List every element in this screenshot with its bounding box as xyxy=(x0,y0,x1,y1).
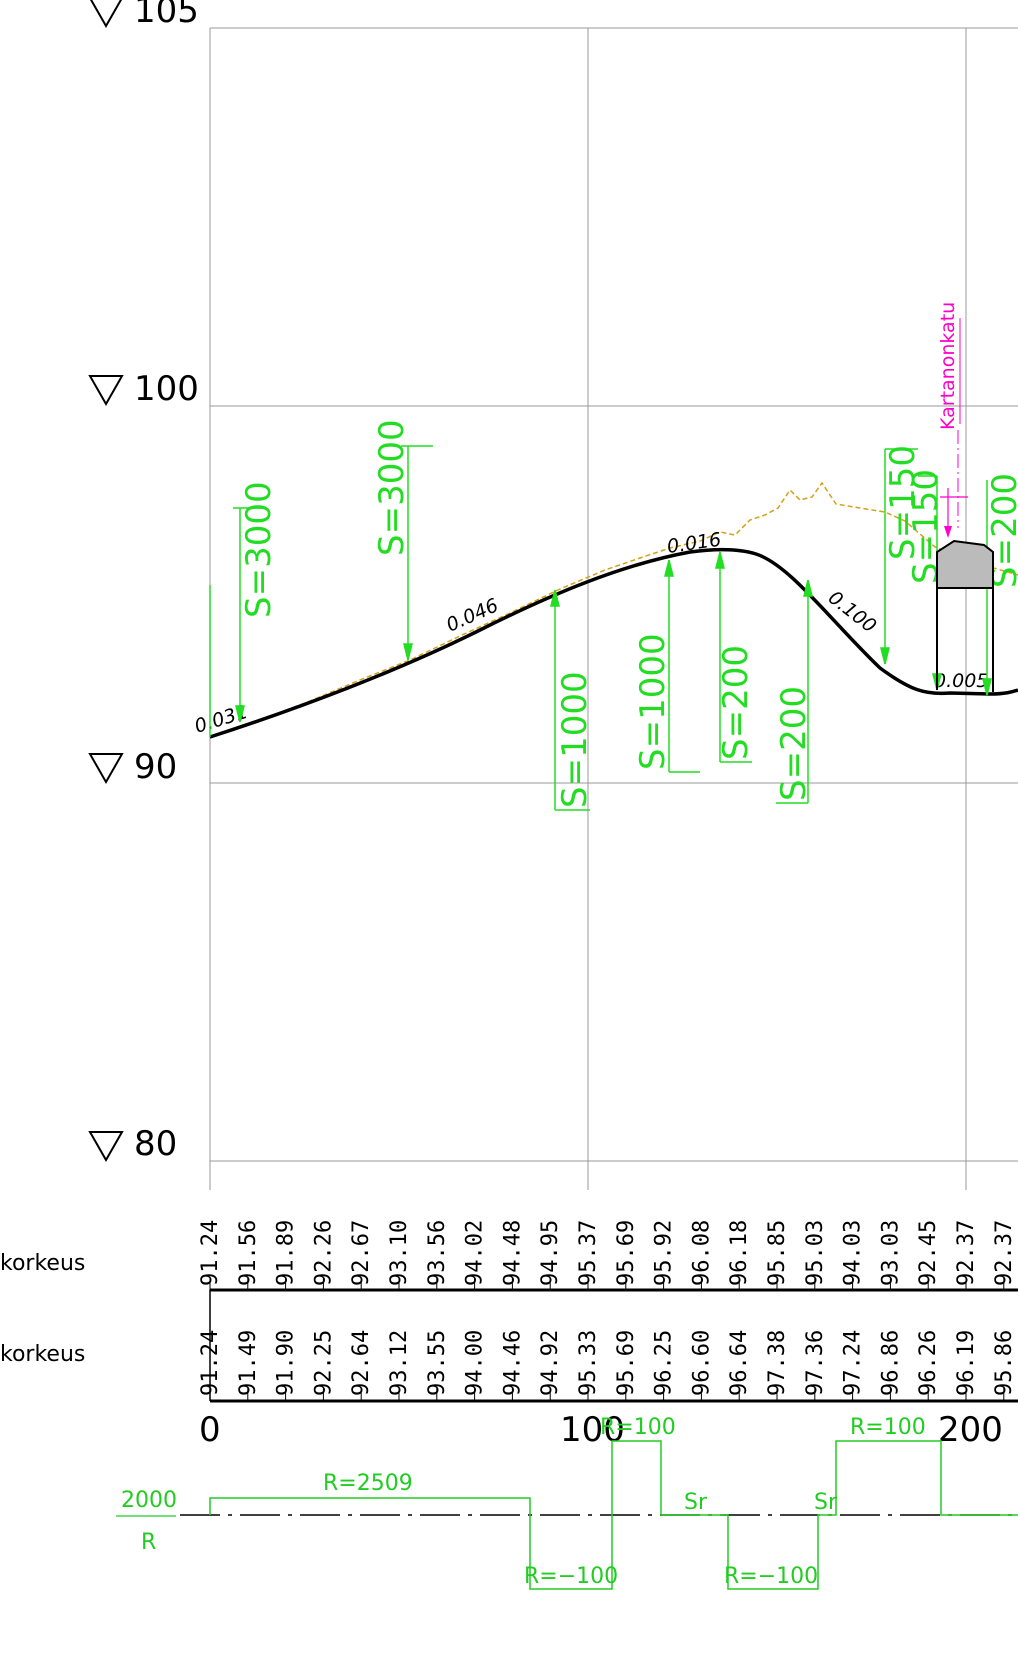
ground-height-value: 94.00 xyxy=(463,1330,488,1396)
curvature-label-2: R=−100 xyxy=(524,1564,618,1589)
design-height-value: 95.03 xyxy=(803,1220,828,1286)
design-height-value: 95.37 xyxy=(576,1220,601,1286)
design-height-value: 94.03 xyxy=(841,1220,866,1286)
ground-height-value: 91.49 xyxy=(236,1330,261,1396)
ground-height-value: 97.38 xyxy=(765,1330,790,1396)
design-height-value: 94.95 xyxy=(538,1220,563,1286)
ground-height-value: 95.86 xyxy=(992,1330,1017,1396)
arrow-up-icon xyxy=(715,551,725,569)
curvature-step-line xyxy=(209,1440,1018,1590)
curvature-label-3: R=100 xyxy=(600,1415,676,1440)
structure-top xyxy=(936,539,994,589)
design-height-value: 91.89 xyxy=(274,1220,299,1286)
design-height-value: 92.45 xyxy=(916,1220,941,1286)
arrow-down-icon xyxy=(982,678,992,696)
level-label-105: 105 xyxy=(134,0,199,31)
station-label-0: 0 xyxy=(199,1410,221,1450)
ground-height-value: 96.19 xyxy=(954,1330,979,1396)
curve-label-6: S=200 xyxy=(774,686,814,801)
ground-height-value: 92.64 xyxy=(349,1330,374,1396)
ground-height-value: 97.24 xyxy=(841,1330,866,1396)
structure xyxy=(936,539,994,692)
design-height-value: 94.48 xyxy=(500,1220,525,1286)
level-triangle-icon xyxy=(89,0,123,29)
curvature-diagram xyxy=(116,1440,1018,1590)
level-triangle-icon xyxy=(88,753,124,785)
design-profile-line xyxy=(209,547,1018,739)
arrow-up-icon xyxy=(803,579,813,597)
arrow-up-icon xyxy=(550,589,560,607)
ground-height-value: 91.24 xyxy=(198,1330,223,1396)
curve-label-2: S=3000 xyxy=(372,419,412,556)
design-height-value: 92.67 xyxy=(349,1220,374,1286)
design-height-value: 96.18 xyxy=(727,1220,752,1286)
curvature-label-1: R=2509 xyxy=(323,1471,413,1496)
ground-height-value: 92.25 xyxy=(311,1330,336,1396)
existing-ground-line xyxy=(209,481,1018,738)
curvature-label-7: R=100 xyxy=(850,1415,926,1440)
level-triangle-icon xyxy=(88,375,124,407)
ground-height-column-group: 91.24 91.49 91.90 92.25 92.64 93.12 93.55 94.00… xyxy=(198,1330,1017,1400)
curvature-label-5: R=−100 xyxy=(724,1564,818,1589)
design-height-value: 91.56 xyxy=(236,1220,261,1286)
curve-label-3: S=1000 xyxy=(555,671,595,808)
ground-height-value: 96.25 xyxy=(652,1330,677,1396)
row-label-ground: korkeus xyxy=(0,1342,85,1367)
gradient-label-5: 0.005 xyxy=(934,670,988,692)
ground-height-value: 94.92 xyxy=(538,1330,563,1396)
design-height-value: 95.92 xyxy=(652,1220,677,1286)
design-height-value: 96.08 xyxy=(689,1220,714,1286)
ground-height-value: 95.33 xyxy=(576,1330,601,1396)
curve-label-7: S=150 xyxy=(883,445,923,560)
intersection-label: Kartanonkatu xyxy=(937,302,959,430)
gradient-label-4: 0.100 xyxy=(824,587,880,638)
ground-height-value: 97.36 xyxy=(803,1330,828,1396)
ground-height-value: 93.12 xyxy=(387,1330,412,1396)
ground-height-value: 96.64 xyxy=(727,1330,752,1396)
ground-height-value: 94.46 xyxy=(500,1330,525,1396)
curve-label-1: S=3000 xyxy=(239,481,279,618)
arrow-down-icon xyxy=(944,526,952,538)
grid xyxy=(209,27,1018,1190)
level-label-80: 80 xyxy=(134,1124,177,1164)
arrow-down-icon xyxy=(403,643,413,661)
design-height-value: 91.24 xyxy=(198,1220,223,1286)
ground-height-value: 96.26 xyxy=(916,1330,941,1396)
curvature-label-6: Sr xyxy=(814,1490,838,1515)
station-label-200: 200 xyxy=(938,1410,1003,1450)
ground-height-value: 96.60 xyxy=(689,1330,714,1396)
row-label-design: korkeus xyxy=(0,1251,85,1276)
design-height-value: 95.85 xyxy=(765,1220,790,1286)
curve-label-5: S=200 xyxy=(716,645,756,760)
level-triangle-icon xyxy=(88,1131,124,1163)
gradient-label-3: 0.016 xyxy=(666,529,723,558)
design-height-value: 94.02 xyxy=(463,1220,488,1286)
curvature-axis-label: R xyxy=(141,1530,156,1555)
curvature-scale: 2000 xyxy=(121,1488,177,1513)
curve-label-4: S=1000 xyxy=(633,633,673,770)
intersection-marker: Kartanonkatu xyxy=(937,302,968,538)
ground-height-value: 96.86 xyxy=(878,1330,903,1396)
design-height-value: 92.26 xyxy=(311,1220,336,1286)
design-height-value: 92.37 xyxy=(992,1220,1017,1286)
design-height-column-group: 91.24 91.56 91.89 92.26 92.67 93.10 93.56 94.02… xyxy=(198,1220,1017,1290)
level-label-90: 90 xyxy=(134,747,177,787)
design-height-value: 93.10 xyxy=(387,1220,412,1286)
station-label-100: 100 xyxy=(560,1410,625,1450)
ground-height-value: 91.90 xyxy=(274,1330,299,1396)
design-height-value: 93.03 xyxy=(878,1220,903,1286)
design-height-value: 92.37 xyxy=(954,1220,979,1286)
arrow-up-icon xyxy=(664,559,674,577)
ground-height-value: 93.55 xyxy=(425,1330,450,1396)
ground-height-value: 95.69 xyxy=(614,1330,639,1396)
design-height-value: 95.69 xyxy=(614,1220,639,1286)
design-height-value: 93.56 xyxy=(425,1220,450,1286)
arrow-down-icon xyxy=(235,705,245,723)
elevation-markers xyxy=(88,0,124,1163)
level-label-100: 100 xyxy=(134,369,199,409)
curvature-label-4: Sr xyxy=(684,1490,708,1515)
arrow-down-icon xyxy=(880,647,890,665)
